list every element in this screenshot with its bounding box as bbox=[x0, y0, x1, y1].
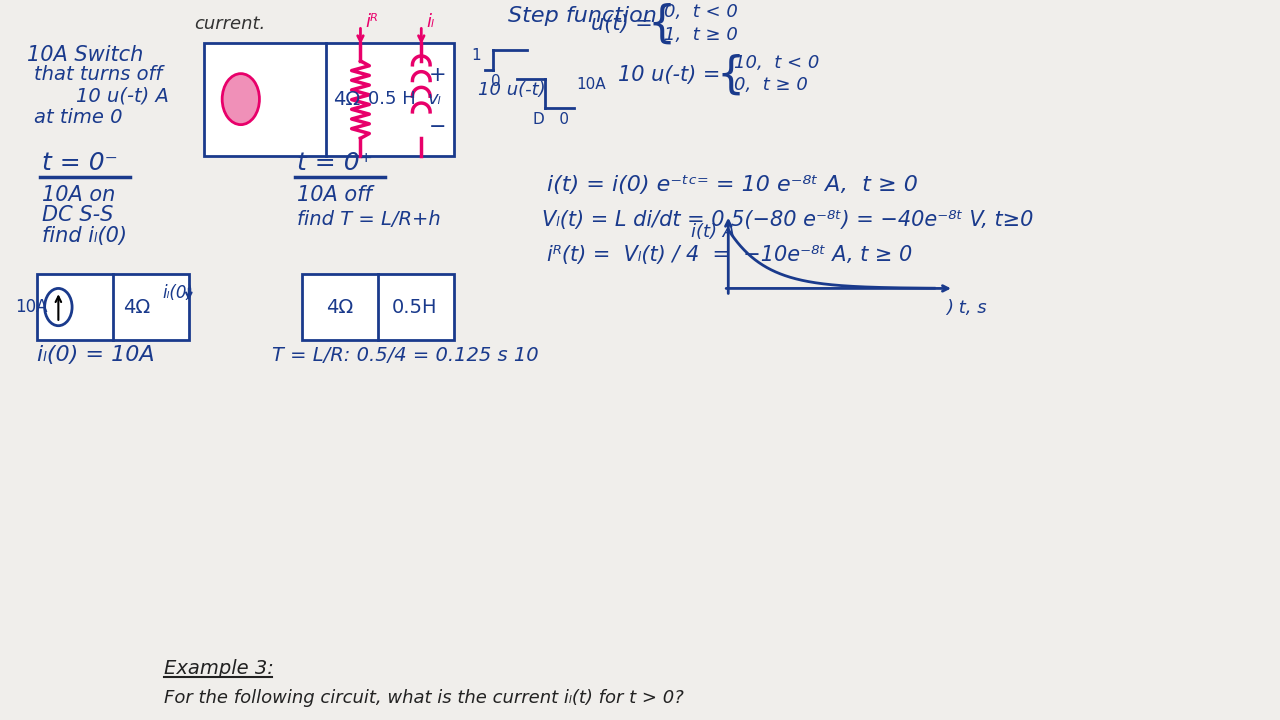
Text: t = 0⁺: t = 0⁺ bbox=[297, 151, 372, 175]
Text: 4Ω: 4Ω bbox=[123, 297, 150, 317]
Text: 0.5 H: 0.5 H bbox=[369, 90, 416, 108]
Ellipse shape bbox=[45, 289, 72, 325]
Text: iₗ: iₗ bbox=[426, 13, 434, 31]
Text: 10 u(-t): 10 u(-t) bbox=[479, 81, 545, 99]
Text: vₗ: vₗ bbox=[428, 90, 442, 108]
Text: find iₗ(0): find iₗ(0) bbox=[42, 227, 127, 246]
Text: that turns off: that turns off bbox=[33, 65, 163, 84]
Text: Step function: Step function bbox=[508, 6, 657, 26]
Text: {: { bbox=[717, 53, 745, 96]
Ellipse shape bbox=[223, 73, 260, 125]
Text: at time 0: at time 0 bbox=[33, 108, 123, 127]
Text: iᴿ: iᴿ bbox=[365, 13, 379, 31]
Text: 10 u(-t) A: 10 u(-t) A bbox=[76, 86, 169, 106]
Text: 4Ω: 4Ω bbox=[333, 89, 360, 109]
Text: iᴿ(t) =  Vₗ(t) / 4  =  −10e⁻⁸ᵗ A, t ≥ 0: iᴿ(t) = Vₗ(t) / 4 = −10e⁻⁸ᵗ A, t ≥ 0 bbox=[547, 245, 913, 265]
Text: 10A Switch: 10A Switch bbox=[27, 45, 143, 65]
Bar bbox=[37, 274, 189, 341]
Text: iₗ(0) = 10A: iₗ(0) = 10A bbox=[37, 345, 155, 365]
Text: +: + bbox=[429, 65, 447, 85]
Text: ) t, s: ) t, s bbox=[946, 299, 987, 317]
Text: 1,  t ≥ 0: 1, t ≥ 0 bbox=[663, 27, 737, 45]
Text: 10A off: 10A off bbox=[297, 185, 371, 205]
Text: T = L/R: 0.5/4 = 0.125 s 10: T = L/R: 0.5/4 = 0.125 s 10 bbox=[273, 346, 539, 364]
Text: 1: 1 bbox=[471, 48, 481, 63]
Bar bbox=[204, 43, 453, 156]
Text: current.: current. bbox=[193, 14, 265, 32]
Text: 10A: 10A bbox=[15, 298, 47, 316]
Text: 0.5H: 0.5H bbox=[392, 297, 438, 317]
Text: DC S-S: DC S-S bbox=[42, 205, 113, 225]
Text: 10 u(-t) =: 10 u(-t) = bbox=[618, 65, 721, 85]
Bar bbox=[302, 274, 453, 341]
Text: Vₗ(t) = L di/dt = 0.5(−80 e⁻⁸ᵗ) = −40e⁻⁸ᵗ V, t≥0: Vₗ(t) = L di/dt = 0.5(−80 e⁻⁸ᵗ) = −40e⁻⁸… bbox=[541, 210, 1033, 230]
Text: iₗ(0): iₗ(0) bbox=[163, 284, 193, 302]
Text: Example 3:: Example 3: bbox=[164, 660, 274, 678]
Text: 0,  t < 0: 0, t < 0 bbox=[663, 3, 737, 21]
Text: 10,  t < 0: 10, t < 0 bbox=[735, 54, 819, 72]
Text: 10A: 10A bbox=[576, 77, 605, 92]
Text: t = 0⁻: t = 0⁻ bbox=[42, 151, 118, 175]
Text: 4Ω: 4Ω bbox=[326, 297, 353, 317]
Text: For the following circuit, what is the current iₗ(t) for t > 0?: For the following circuit, what is the c… bbox=[164, 690, 684, 708]
Text: −: − bbox=[429, 117, 447, 137]
Text: i(t) A: i(t) A bbox=[691, 222, 735, 240]
Text: 10A on: 10A on bbox=[42, 185, 115, 205]
Text: 0: 0 bbox=[492, 74, 500, 89]
Text: D   0: D 0 bbox=[532, 112, 570, 127]
Text: {: { bbox=[648, 2, 676, 45]
Text: 0,  t ≥ 0: 0, t ≥ 0 bbox=[735, 76, 808, 94]
Text: find T = L/R+h: find T = L/R+h bbox=[297, 210, 440, 229]
Text: i(t) = i(0) e⁻ᵗᶜ⁼ = 10 e⁻⁸ᵗ A,  t ≥ 0: i(t) = i(0) e⁻ᵗᶜ⁼ = 10 e⁻⁸ᵗ A, t ≥ 0 bbox=[547, 176, 918, 195]
Text: u(t) =: u(t) = bbox=[591, 14, 653, 34]
